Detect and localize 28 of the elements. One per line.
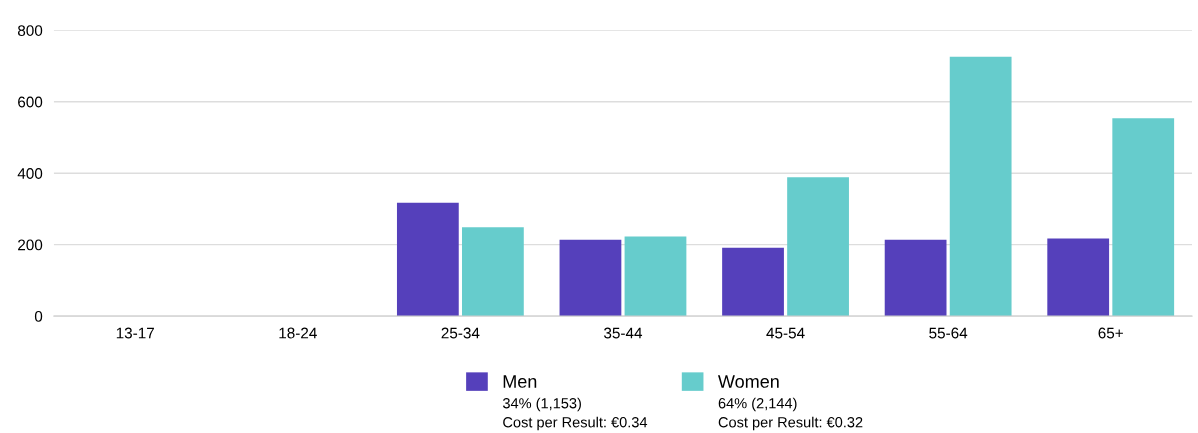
bar (949, 56, 1012, 317)
bar (559, 239, 622, 317)
x-tick-label: 65+ (1098, 327, 1123, 339)
y-tick-label: 600 (18, 96, 43, 108)
legend-label: Men (503, 375, 537, 388)
bar (722, 247, 784, 317)
y-tick-label: 800 (17, 25, 43, 36)
bar (787, 177, 849, 317)
bar (462, 227, 524, 317)
text: 34% (1,153) (502, 397, 581, 412)
x-tick-label: 25-34 (441, 327, 480, 339)
x-tick-label: 55-64 (929, 327, 968, 339)
y-tick-label: 200 (18, 239, 43, 251)
x-tick-label: 35-44 (604, 327, 643, 339)
x-tick-label: 13-17 (116, 327, 154, 339)
x-tick-label: 18-24 (279, 327, 317, 339)
bar (884, 239, 947, 317)
bar (1047, 238, 1110, 317)
x-tick-label: 45-54 (766, 327, 805, 339)
bar (1112, 118, 1175, 317)
text: Cost per Result: €0.32 (718, 416, 863, 431)
y-tick-label: 0 (34, 310, 43, 322)
y-tick-label: 400 (17, 168, 43, 179)
bar (396, 202, 459, 317)
legend-label: Women (717, 375, 779, 388)
text: 64% (2,144) (718, 397, 797, 412)
bar (624, 236, 687, 317)
text: Cost per Result: €0.34 (503, 416, 648, 431)
